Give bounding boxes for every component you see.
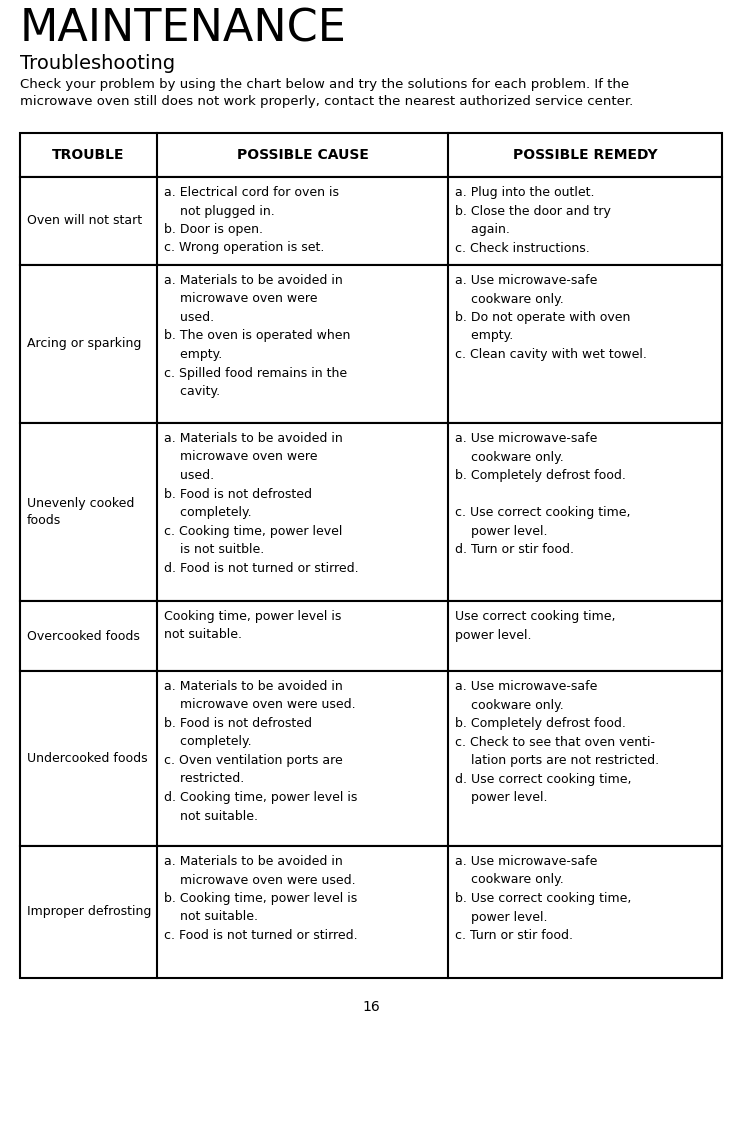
Text: a. Materials to be avoided in
    microwave oven were
    used.
b. Food is not d: a. Materials to be avoided in microwave … — [164, 432, 358, 574]
Text: POSSIBLE CAUSE: POSSIBLE CAUSE — [237, 148, 369, 162]
Text: a. Materials to be avoided in
    microwave oven were used.
b. Food is not defro: a. Materials to be avoided in microwave … — [164, 680, 357, 823]
Text: POSSIBLE REMEDY: POSSIBLE REMEDY — [513, 148, 657, 162]
Text: Overcooked foods: Overcooked foods — [27, 629, 140, 643]
Bar — [20, 133, 722, 176]
Text: a. Plug into the outlet.
b. Close the door and try
    again.
c. Check instructi: a. Plug into the outlet. b. Close the do… — [456, 185, 611, 254]
Text: MAINTENANCE: MAINTENANCE — [20, 8, 347, 51]
Text: a. Use microwave-safe
    cookware only.
b. Use correct cooking time,
    power : a. Use microwave-safe cookware only. b. … — [456, 855, 631, 942]
Text: a. Materials to be avoided in
    microwave oven were used.
b. Cooking time, pow: a. Materials to be avoided in microwave … — [164, 855, 358, 942]
Text: Troubleshooting: Troubleshooting — [20, 54, 175, 73]
Text: Improper defrosting: Improper defrosting — [27, 906, 151, 918]
Bar — [20, 601, 722, 671]
Text: a. Use microwave-safe
    cookware only.
b. Completely defrost food.
c. Check to: a. Use microwave-safe cookware only. b. … — [456, 680, 660, 804]
Text: Unevenly cooked
foods: Unevenly cooked foods — [27, 497, 134, 527]
Text: Undercooked foods: Undercooked foods — [27, 752, 148, 765]
Text: Oven will not start: Oven will not start — [27, 215, 142, 227]
Bar — [20, 176, 722, 265]
Text: Arcing or sparking: Arcing or sparking — [27, 337, 142, 351]
Text: a. Use microwave-safe
    cookware only.
b. Do not operate with oven
    empty.
: a. Use microwave-safe cookware only. b. … — [456, 274, 647, 361]
Text: a. Use microwave-safe
    cookware only.
b. Completely defrost food.

c. Use cor: a. Use microwave-safe cookware only. b. … — [456, 432, 631, 556]
Text: a. Electrical cord for oven is
    not plugged in.
b. Door is open.
c. Wrong ope: a. Electrical cord for oven is not plugg… — [164, 185, 339, 254]
Bar — [20, 846, 722, 978]
Bar — [20, 265, 722, 423]
Text: Cooking time, power level is
not suitable.: Cooking time, power level is not suitabl… — [164, 610, 341, 642]
Text: Check your problem by using the chart below and try the solutions for each probl: Check your problem by using the chart be… — [20, 78, 633, 109]
Text: 16: 16 — [362, 1000, 380, 1014]
Bar — [20, 671, 722, 846]
Bar — [20, 423, 722, 601]
Text: Use correct cooking time,
power level.: Use correct cooking time, power level. — [456, 610, 616, 642]
Text: a. Materials to be avoided in
    microwave oven were
    used.
b. The oven is o: a. Materials to be avoided in microwave … — [164, 274, 350, 398]
Text: TROUBLE: TROUBLE — [52, 148, 125, 162]
